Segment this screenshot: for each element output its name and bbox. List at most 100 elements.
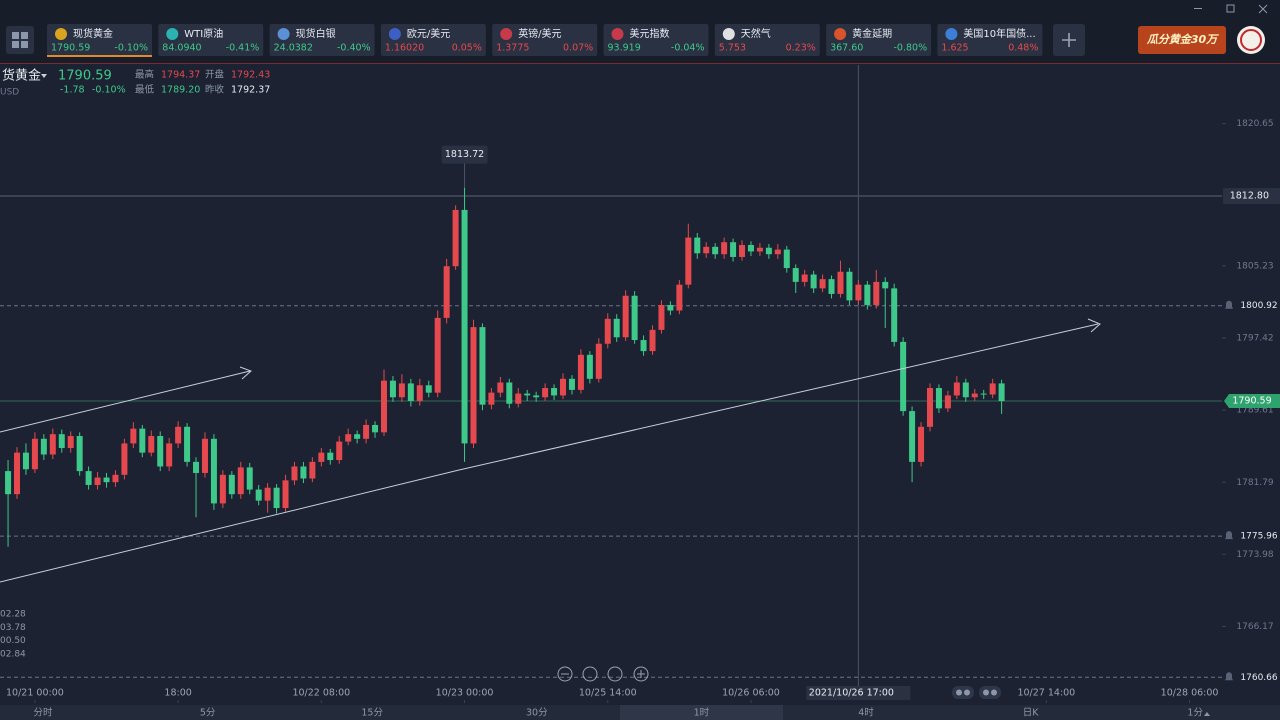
- timeframe-arrow[interactable]: [1204, 712, 1210, 716]
- candle-body: [586, 354, 593, 379]
- candle-body: [175, 426, 182, 444]
- candle-body: [49, 434, 56, 455]
- ticker-card[interactable]: [269, 24, 375, 56]
- ticker-card[interactable]: [826, 24, 932, 56]
- ticker-name: 天然气: [741, 27, 771, 40]
- candle-body: [398, 383, 405, 398]
- candle-body: [309, 461, 316, 479]
- candle-body: [193, 461, 200, 473]
- candle-body: [76, 436, 83, 472]
- candle-body: [613, 318, 620, 338]
- candle-body: [604, 318, 611, 344]
- symbol[interactable]: 货黄金: [2, 68, 41, 84]
- candle-body: [640, 340, 647, 352]
- crosshair-label: 2021/10/26 17:00: [809, 688, 894, 699]
- candle-body: [31, 438, 38, 470]
- timeframe[interactable]: 日K: [1023, 708, 1040, 719]
- candle-body: [918, 426, 925, 462]
- ticker-change: -0.04%: [671, 43, 705, 54]
- ticker-card[interactable]: [380, 24, 486, 56]
- x-tick-label: 10/21 00:00: [6, 688, 64, 699]
- candle-body: [873, 281, 880, 305]
- timeframe[interactable]: 1分: [1187, 708, 1203, 719]
- level-label: 1800.92: [1240, 301, 1277, 311]
- candle-body: [819, 279, 826, 289]
- menu-button[interactable]: [6, 26, 34, 54]
- candle-body: [765, 247, 772, 255]
- stat-value: 1794.37: [161, 70, 200, 81]
- timeframe[interactable]: 5分: [200, 708, 216, 719]
- view-toggles[interactable]: [952, 686, 1001, 699]
- candle-body: [157, 436, 164, 467]
- candle-body: [909, 411, 916, 462]
- y-tick-label: 1805.23: [1236, 261, 1273, 271]
- level-box: [1223, 188, 1280, 205]
- timeframe[interactable]: 15分: [361, 708, 383, 719]
- header-change: -1.78: [60, 85, 85, 96]
- candle-body: [658, 304, 665, 330]
- peak-label: 1813.72: [445, 149, 484, 160]
- candle-body: [944, 395, 951, 409]
- ticker-card[interactable]: [937, 24, 1043, 56]
- ticker-card[interactable]: [603, 24, 709, 56]
- header-price: 1790.59: [58, 69, 112, 84]
- candle-body: [363, 424, 370, 439]
- ticker-icon: [945, 28, 958, 40]
- candle-body: [980, 393, 987, 395]
- candle-body: [855, 284, 862, 301]
- candle-body: [631, 295, 638, 341]
- ticker-change: -0.40%: [337, 43, 371, 54]
- y-tick-label: 1781.79: [1236, 478, 1273, 488]
- ticker-icon: [55, 28, 67, 40]
- y-tick-label: 1766.17: [1236, 622, 1273, 632]
- candle-body: [747, 244, 754, 252]
- candle-body: [730, 242, 737, 257]
- candle-body: [560, 378, 567, 396]
- candle-body: [282, 480, 289, 509]
- ticker-card[interactable]: [47, 24, 152, 56]
- candle-body: [40, 438, 47, 455]
- level-label: 1812.80: [1230, 191, 1269, 202]
- candle-body: [801, 274, 808, 282]
- candle-body: [103, 477, 110, 483]
- ticker-price: 367.60: [830, 43, 863, 54]
- timeframe[interactable]: 1时: [694, 707, 710, 719]
- candle-body: [166, 443, 173, 467]
- candle-body: [900, 341, 907, 412]
- level-box: [1236, 529, 1280, 544]
- candle-body: [130, 428, 137, 444]
- level-box: [1236, 298, 1280, 313]
- ticker-name: 美国10年国债...: [963, 27, 1035, 40]
- ticker-icon: [166, 28, 179, 40]
- candle-body: [542, 388, 549, 398]
- candle-body: [434, 317, 441, 393]
- candle-body: [595, 343, 602, 379]
- ticker-icon: [277, 28, 290, 40]
- ticker-change: 0.48%: [1008, 43, 1038, 54]
- zoom-controls[interactable]: [557, 666, 649, 682]
- ticker-card[interactable]: [492, 24, 598, 56]
- symbol-dropdown[interactable]: [41, 74, 47, 78]
- ad-banner[interactable]: [1138, 26, 1226, 54]
- x-tick-label: 18:00: [164, 688, 191, 699]
- candle-body: [533, 395, 540, 398]
- candle-body: [452, 209, 459, 267]
- left-axis-label: 03.78: [0, 623, 26, 633]
- trend-arrows: [0, 318, 1101, 433]
- candle-body: [935, 388, 942, 409]
- candle-body: [506, 382, 513, 404]
- ticker-card[interactable]: [158, 24, 264, 56]
- candle-body: [837, 271, 844, 294]
- timeframe[interactable]: 4时: [858, 707, 874, 719]
- ticker-name: 现货白银: [296, 27, 336, 40]
- timeframe[interactable]: 30分: [526, 708, 548, 719]
- level-box: [1236, 670, 1280, 685]
- ticker-icon: [834, 28, 847, 40]
- candle-body: [470, 327, 477, 444]
- menu-icon: [12, 32, 28, 48]
- x-tick-label: 10/23 00:00: [436, 688, 494, 699]
- candle-body: [756, 247, 763, 252]
- candle-body: [201, 438, 208, 473]
- ticker-card[interactable]: [714, 24, 820, 56]
- timeframe[interactable]: 分时: [33, 707, 53, 719]
